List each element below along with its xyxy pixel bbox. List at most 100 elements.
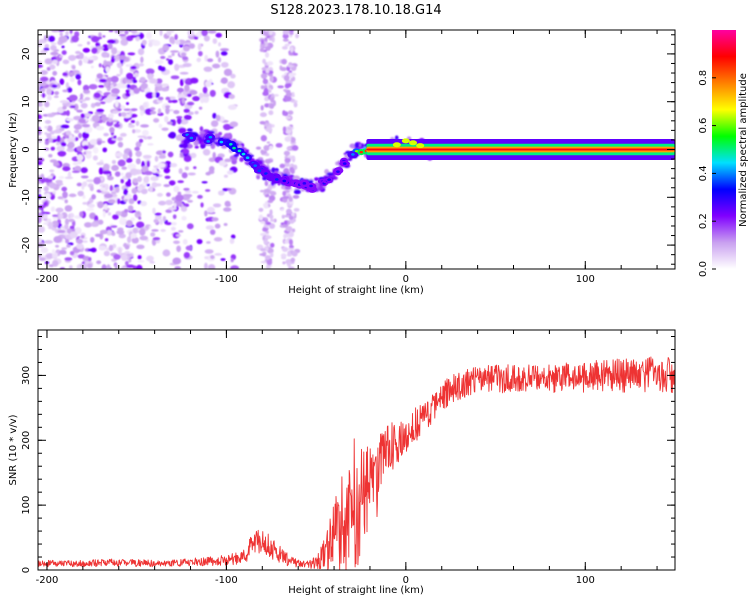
ridge-scatter-blob — [200, 143, 206, 149]
noise-blob — [46, 125, 53, 132]
noise-blob — [90, 103, 96, 108]
noise-blob — [156, 78, 163, 84]
noise-blob — [120, 38, 129, 46]
noise-blob — [124, 199, 128, 203]
noise-blob — [168, 206, 177, 211]
noise-blob — [82, 47, 91, 53]
noise-blob — [288, 196, 293, 202]
noise-blob — [180, 52, 187, 57]
ridge-blob-core — [253, 164, 258, 167]
noise-blob — [151, 168, 158, 174]
noise-blob — [181, 215, 187, 221]
noise-blob — [282, 38, 289, 42]
noise-blob — [129, 168, 139, 176]
noise-blob — [59, 213, 64, 220]
noise-blob — [119, 67, 123, 75]
noise-blob — [131, 188, 138, 194]
noise-blob — [170, 163, 178, 168]
noise-blob — [176, 87, 184, 93]
noise-blob — [284, 220, 288, 225]
noise-blob — [100, 101, 106, 105]
noise-blob — [287, 262, 291, 268]
noise-blob — [120, 216, 124, 221]
noise-blob — [210, 120, 219, 128]
noise-blob — [212, 203, 222, 208]
noise-blob — [100, 116, 109, 122]
noise-blob — [75, 73, 82, 80]
noise-blob — [168, 180, 176, 186]
noise-blob — [141, 39, 147, 46]
noise-blob — [49, 64, 56, 70]
noise-blob — [78, 132, 82, 139]
noise-blob — [112, 243, 117, 249]
noise-blob — [215, 114, 221, 122]
noise-blob — [168, 131, 177, 139]
noise-blob — [99, 229, 108, 235]
noise-blob — [48, 154, 53, 158]
noise-blob — [173, 240, 180, 245]
noise-blob — [38, 209, 42, 213]
noise-blob — [65, 117, 74, 122]
noise-blob — [123, 242, 127, 248]
noise-blob — [120, 84, 129, 89]
noise-blob — [287, 251, 291, 256]
noise-blob — [204, 262, 208, 269]
noise-blob — [139, 228, 146, 236]
noise-blob — [293, 52, 298, 56]
noise-blob — [38, 102, 43, 107]
ridge-scatter-blob — [223, 132, 231, 139]
noise-blob — [140, 56, 144, 63]
noise-blob — [91, 114, 101, 123]
noise-blob — [140, 82, 148, 90]
noise-blob — [191, 190, 199, 194]
noise-blob — [198, 106, 203, 110]
noise-blob — [293, 207, 300, 212]
noise-blob — [260, 39, 265, 45]
noise-blob — [83, 126, 93, 134]
ridge-blob-core — [342, 162, 347, 165]
noise-blob — [268, 110, 274, 116]
noise-blob — [69, 251, 75, 256]
noise-blob — [295, 33, 299, 39]
noise-blob — [118, 55, 127, 60]
noise-blob — [96, 162, 104, 166]
noise-blob — [38, 114, 43, 120]
noise-blob — [69, 231, 78, 239]
noise-blob — [68, 218, 75, 223]
noise-blob — [116, 198, 121, 205]
noise-blob — [59, 249, 67, 255]
noise-blob — [56, 141, 61, 146]
noise-blob — [157, 162, 166, 169]
noise-blob — [268, 223, 276, 229]
noise-blob — [94, 102, 101, 107]
noise-blob — [286, 126, 292, 130]
noise-blob — [162, 215, 167, 222]
noise-blob — [83, 255, 90, 259]
noise-blob — [59, 100, 69, 104]
noise-blob — [55, 244, 60, 248]
noise-blob — [98, 63, 102, 68]
noise-blob — [61, 50, 67, 55]
colorbar-tick-label: 0.4 — [698, 165, 709, 181]
noise-blob — [57, 196, 64, 200]
noise-blob — [62, 166, 71, 172]
noise-blob — [287, 64, 294, 68]
noise-blob — [126, 72, 134, 80]
noise-blob — [39, 76, 49, 82]
noise-blob — [60, 226, 65, 229]
noise-blob — [268, 37, 273, 41]
noise-blob — [69, 225, 75, 230]
noise-blob — [282, 30, 290, 35]
ridge-blob-core — [351, 153, 355, 156]
noise-blob — [109, 126, 115, 134]
noise-blob — [146, 183, 150, 187]
noise-blob — [58, 55, 64, 58]
noise-blob — [286, 147, 292, 150]
noise-blob — [217, 57, 222, 63]
noise-blob — [65, 239, 70, 244]
noise-blob — [111, 159, 117, 165]
noise-blob — [40, 247, 49, 254]
noise-blob — [262, 227, 268, 232]
noise-blob — [206, 241, 211, 244]
noise-blob — [207, 58, 214, 63]
